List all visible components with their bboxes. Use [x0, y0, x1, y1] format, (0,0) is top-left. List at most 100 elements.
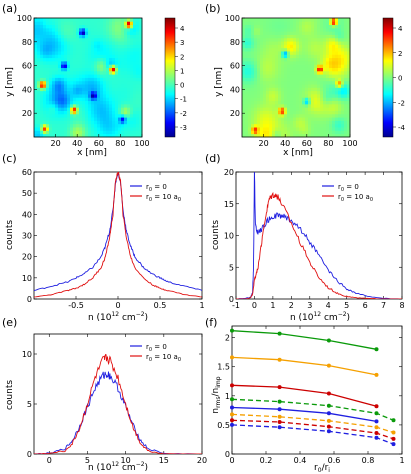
heat-cell: [70, 94, 74, 98]
colorbar-tick-label: 3: [180, 39, 184, 47]
heat-cell: [88, 107, 92, 111]
heat-cell: [263, 90, 267, 95]
heat-cell: [76, 110, 80, 115]
heat-cell: [43, 127, 47, 131]
heat-cell: [278, 41, 282, 45]
heat-cell: [76, 133, 80, 138]
heat-cell: [341, 64, 345, 68]
heat-cell: [284, 18, 288, 22]
heat-cell: [299, 21, 303, 26]
heat-cell: [121, 100, 125, 105]
heat-cell: [52, 64, 56, 68]
heat-cell: [121, 110, 125, 115]
heat-cell: [79, 60, 83, 65]
heat-cell: [272, 74, 276, 78]
heat-cell: [284, 34, 288, 39]
data-point: [374, 435, 379, 440]
heat-cell: [124, 54, 128, 59]
heat-cell: [347, 100, 351, 105]
heat-cell: [64, 103, 68, 108]
heat-cell: [58, 84, 62, 88]
heat-cell: [79, 37, 83, 42]
y-tick-label: 100: [225, 14, 240, 23]
heat-cell: [85, 77, 89, 82]
heat-cell: [109, 80, 113, 85]
heat-cell: [55, 120, 59, 125]
heat-cell: [136, 60, 140, 65]
heat-cell: [275, 64, 279, 68]
panel-a: (a) x [nm] y [nm] 20 40 60 80 10020406080100…: [2, 2, 187, 158]
heat-cell: [254, 77, 258, 82]
heat-cell: [320, 44, 324, 49]
heat-cell: [245, 27, 249, 32]
heat-cell: [115, 87, 119, 92]
heat-cell: [46, 94, 50, 98]
heat-cell: [305, 74, 309, 78]
heat-cell: [37, 60, 41, 65]
heat-cell: [326, 64, 330, 68]
heat-cell: [278, 21, 282, 26]
heat-cell: [133, 37, 137, 42]
heat-cell: [49, 103, 53, 108]
heat-cell: [290, 94, 294, 98]
heat-cell: [275, 41, 279, 45]
heat-cell: [100, 74, 104, 78]
heat-cell: [94, 120, 98, 125]
heat-cell: [85, 90, 89, 95]
heat-cell: [332, 100, 336, 105]
heat-cell: [248, 97, 252, 102]
heat-cell: [293, 77, 297, 82]
heat-cell: [103, 27, 107, 32]
heat-cell: [67, 130, 71, 135]
data-point: [277, 331, 282, 336]
heat-cell: [266, 44, 270, 49]
heat-cell: [263, 18, 267, 22]
heat-cell: [85, 97, 89, 102]
heat-cell: [278, 117, 282, 121]
heat-cell: [34, 77, 38, 82]
heat-cell: [296, 51, 300, 55]
heat-cell: [124, 34, 128, 39]
heat-cell: [311, 133, 315, 138]
heat-cell: [284, 120, 288, 125]
heat-cell: [269, 21, 273, 26]
heat-cell: [37, 34, 41, 39]
heat-cell: [100, 54, 104, 59]
heat-cell: [130, 47, 134, 52]
heat-cell: [37, 127, 41, 131]
heat-cell: [296, 97, 300, 102]
heat-cell: [341, 54, 345, 59]
heat-cell: [91, 120, 95, 125]
heat-cell: [34, 31, 38, 35]
heat-cell: [278, 103, 282, 108]
heat-cell: [323, 64, 327, 68]
heat-cell: [64, 67, 68, 72]
heat-cell: [335, 113, 339, 118]
heat-cell: [326, 133, 330, 138]
heat-cell: [124, 87, 128, 92]
heat-cell: [67, 70, 71, 75]
heat-cell: [308, 41, 312, 45]
heat-cell: [37, 117, 41, 121]
heat-cell: [130, 27, 134, 32]
heat-cell: [335, 21, 339, 26]
heat-cell: [251, 77, 255, 82]
heat-cell: [133, 54, 137, 59]
heat-cell: [70, 120, 74, 125]
data-point: [230, 418, 234, 423]
heat-cell: [109, 84, 113, 88]
heat-cell: [55, 27, 59, 32]
heat-cell: [326, 74, 330, 78]
heat-cell: [254, 80, 258, 85]
heat-cell: [338, 90, 342, 95]
heat-cell: [332, 80, 336, 85]
heat-cell: [269, 117, 273, 121]
heat-cell: [61, 94, 65, 98]
heat-cell: [37, 103, 41, 108]
heat-cell: [103, 103, 107, 108]
heat-cell: [43, 123, 47, 128]
heat-cell: [67, 90, 71, 95]
heat-cell: [70, 31, 74, 35]
heat-cell: [332, 130, 336, 135]
